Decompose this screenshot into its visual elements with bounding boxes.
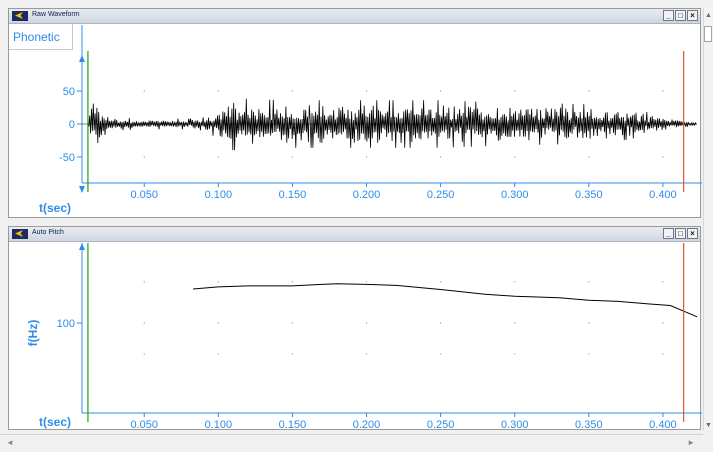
grid-dot [514, 281, 516, 283]
y-tick-label: 0 [69, 119, 75, 131]
horizontal-scrollbar[interactable]: ◄ ► [0, 434, 703, 452]
grid-dot [291, 322, 294, 324]
scroll-down-icon[interactable]: ▼ [705, 422, 712, 429]
waveform-titlebar[interactable]: Raw Waveform _ □ × [9, 9, 700, 24]
waveform-x-ticks: 0.050 0.100 0.150 0.200 0.250 0.300 0.350 0.400 [130, 183, 677, 201]
grid-dot [291, 353, 294, 355]
x-tick-label: 0.300 [501, 419, 529, 431]
maximize-button[interactable]: □ [675, 10, 686, 21]
grid-dot [217, 322, 220, 324]
grid-dot [662, 281, 664, 283]
grid-dot [365, 90, 368, 92]
x-tick-label: 0.200 [353, 419, 381, 431]
close-button[interactable]: × [687, 228, 698, 239]
y-axis-label: f(Hz) [26, 320, 40, 347]
pane-title: Auto Pitch [32, 229, 64, 236]
grid-dot [588, 322, 590, 324]
grid-dot [439, 90, 442, 92]
close-button[interactable]: × [687, 10, 698, 21]
raw-waveform-pane[interactable]: 50 0 -50 0.050 0.100 0.150 0.200 0.250 0.300 0.3… [8, 8, 702, 219]
x-tick-label: 0.200 [353, 189, 381, 201]
x-tick-label: 0.300 [501, 189, 529, 201]
pitch-grid [143, 281, 664, 355]
grid-dot [365, 281, 368, 283]
grid-dot [217, 90, 220, 92]
grid-dot [217, 353, 220, 355]
pitch-titlebar[interactable]: Auto Pitch _ □ × [9, 227, 700, 242]
vertical-scrollbar[interactable]: ▲ ▼ [703, 8, 713, 431]
waveform-y-axis-down-arrow [79, 186, 85, 193]
scroll-right-icon[interactable]: ► [687, 438, 695, 447]
app-icon [12, 229, 28, 239]
minimize-button[interactable]: _ [663, 10, 674, 21]
grid-dot [662, 156, 664, 158]
grid-dot [143, 322, 145, 324]
grid-dot [439, 322, 442, 324]
grid-dot [662, 322, 664, 324]
grid-dot [662, 90, 664, 92]
grid-dot [514, 90, 516, 92]
x-tick-label: 0.400 [649, 419, 677, 431]
pane-title: Raw Waveform [32, 11, 80, 18]
scroll-left-icon[interactable]: ◄ [6, 438, 14, 447]
pitch-y-ticks: 100 [57, 318, 82, 330]
grid-dot [514, 353, 516, 355]
scroll-thumb[interactable] [704, 26, 712, 42]
scroll-up-icon[interactable]: ▲ [705, 12, 712, 19]
waveform-plot[interactable]: 50 0 -50 0.050 0.100 0.150 0.200 0.250 0.300 0.3… [9, 9, 702, 219]
x-tick-label: 0.350 [575, 419, 603, 431]
grid-dot [217, 281, 220, 283]
pitch-contour [193, 283, 698, 318]
grid-dot [217, 156, 220, 158]
grid-dot [514, 156, 516, 158]
x-axis-label: t(sec) [39, 415, 71, 429]
grid-dot [588, 281, 590, 283]
x-tick-label: 0.100 [205, 189, 233, 201]
grid-dot [662, 353, 664, 355]
auto-pitch-pane[interactable]: 100 0.050 0.100 0.150 0.200 0.250 0.300 0.350 0… [8, 226, 702, 431]
grid-dot [439, 353, 442, 355]
waveform-y-axis-up-arrow [79, 55, 85, 62]
x-tick-label: 0.150 [279, 419, 307, 431]
pitch-plot[interactable]: 100 0.050 0.100 0.150 0.200 0.250 0.300 0.350 0… [9, 227, 702, 431]
pitch-y-axis-up-arrow [79, 243, 85, 250]
grid-dot [365, 322, 368, 324]
x-tick-label: 0.400 [649, 189, 677, 201]
grid-dot [291, 156, 294, 158]
grid-dot [514, 322, 516, 324]
phonetic-annotation-tab[interactable]: Phonetic [9, 24, 73, 50]
maximize-button[interactable]: □ [675, 228, 686, 239]
grid-dot [143, 156, 145, 158]
grid-dot [439, 156, 442, 158]
grid-dot [143, 281, 145, 283]
grid-dot [365, 156, 368, 158]
x-axis-label: t(sec) [39, 201, 71, 215]
grid-dot [365, 353, 368, 355]
y-tick-label: -50 [59, 152, 75, 164]
x-tick-label: 0.250 [427, 419, 455, 431]
grid-dot [143, 90, 145, 92]
x-tick-label: 0.050 [130, 419, 158, 431]
grid-dot [291, 90, 294, 92]
waveform-y-ticks: 50 0 -50 [59, 86, 82, 164]
minimize-button[interactable]: _ [663, 228, 674, 239]
x-tick-label: 0.250 [427, 189, 455, 201]
waveform-trace [87, 98, 697, 151]
x-tick-label: 0.350 [575, 189, 603, 201]
x-tick-label: 0.100 [205, 419, 233, 431]
grid-dot [143, 353, 145, 355]
x-tick-label: 0.050 [130, 189, 158, 201]
pitch-x-ticks: 0.050 0.100 0.150 0.200 0.250 0.300 0.350 0.400 [130, 413, 677, 431]
grid-dot [439, 281, 442, 283]
y-tick-label: 100 [57, 318, 75, 330]
grid-dot [588, 156, 590, 158]
grid-dot [588, 353, 590, 355]
x-tick-label: 0.150 [279, 189, 307, 201]
grid-dot [291, 281, 294, 283]
app-icon [12, 11, 28, 21]
y-tick-label: 50 [63, 86, 75, 98]
grid-dot [588, 90, 590, 92]
